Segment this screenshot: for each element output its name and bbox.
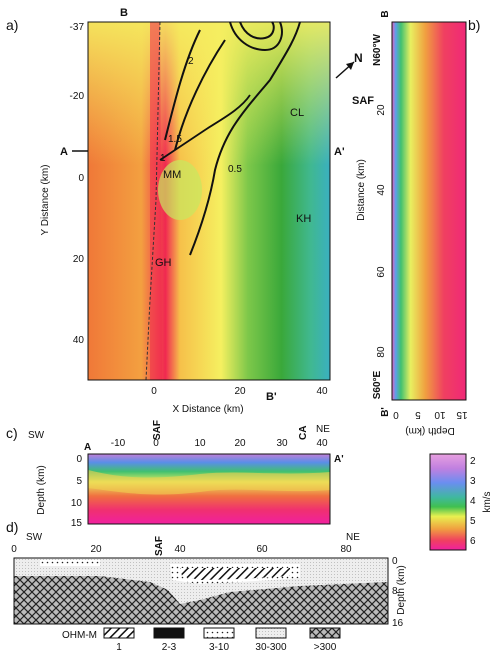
section-a-prime-marker: A': [334, 146, 345, 158]
legend-item: 1: [116, 642, 122, 653]
panel-b-xlabel: Depth (km): [405, 425, 454, 436]
panel-d-ne: NE: [346, 532, 360, 543]
legend-item: 2-3: [162, 642, 177, 653]
colorbar: [430, 454, 466, 550]
panel-b-x-tick: 15: [456, 409, 468, 420]
panel-d-x-tick: 40: [174, 544, 186, 555]
panel-b-section-b-prime: B': [380, 407, 391, 417]
legend-title: OHM-M: [62, 630, 97, 641]
panel-d-section: [13, 557, 389, 625]
legend-item: >300: [314, 642, 337, 653]
panel-b-y-tick: 20: [376, 104, 387, 116]
panel-c-x-tick: 30: [276, 438, 288, 449]
panel-a-y-ticks: -37 -20 0 20 40: [70, 22, 85, 346]
panel-c-y-tick: 15: [71, 518, 83, 529]
panel-c-ylabel: Depth (km): [36, 465, 47, 514]
panel-d-y-ticks: 0 8 16: [392, 556, 404, 629]
panel-c-x-ticks: -10 0 10 20 30 40: [111, 438, 328, 449]
contour-label-1: 1: [160, 153, 166, 164]
panel-d-saf: SAF: [154, 536, 165, 556]
panel-b-label: b): [468, 17, 480, 33]
panel-b-x-tick: 10: [434, 409, 446, 420]
panel-a-label: a): [6, 17, 18, 33]
panel-c-section-a-prime: A': [334, 454, 344, 465]
colorbar-ticks: 2 3 4 5 6: [470, 456, 476, 547]
panel-c-saf: SAF: [152, 420, 163, 440]
panel-d-y-tick: 16: [392, 618, 404, 629]
panel-c-y-tick: 10: [71, 498, 83, 509]
panel-b-saf: SAF: [352, 95, 374, 107]
panel-b-x-tick: 0: [393, 409, 399, 420]
panel-a-y-tick: 20: [73, 254, 85, 265]
legend-item: 3-10: [209, 642, 229, 653]
panel-d-y-tick: 0: [392, 556, 398, 567]
panel-c-y-ticks: 0 5 10 15: [71, 454, 83, 529]
panel-c-x-tick: 20: [234, 438, 246, 449]
panel-c-x-tick: 40: [316, 438, 328, 449]
panel-d-sw: SW: [26, 532, 43, 543]
panel-b-y-ticks: 20 40 60 80: [376, 104, 387, 358]
panel-c-label: c): [6, 425, 18, 441]
colorbar-tick: 3: [470, 476, 476, 487]
panel-b-section: [392, 22, 466, 400]
panel-a-x-tick: 0: [151, 386, 157, 397]
panel-d-x-ticks: 0 20 40 60 80: [11, 544, 352, 555]
region-label-kh: KH: [296, 213, 311, 225]
section-a-marker: A: [60, 146, 68, 158]
panel-b-y-tick: 80: [376, 346, 387, 358]
colorbar-unit: km/s: [482, 491, 493, 512]
contour-label-0-5: 0.5: [228, 164, 242, 175]
colorbar-tick: 6: [470, 536, 476, 547]
contour-label-1-5: 1.5: [168, 134, 182, 145]
panel-a-x-tick: 20: [234, 386, 246, 397]
panel-a-y-tick: -20: [70, 91, 85, 102]
panel-a-xlabel: X Distance (km): [172, 404, 243, 415]
resistivity-legend: 1 2-3 3-10 30-300 >300: [103, 627, 341, 653]
panel-a-x-ticks: 0 20 40: [151, 386, 328, 397]
north-arrow-icon: [335, 61, 355, 79]
panel-d-x-tick: 60: [256, 544, 268, 555]
panel-c-x-tick: -10: [111, 438, 126, 449]
region-label-cl: CL: [290, 107, 304, 119]
panel-c-section-a: A: [84, 442, 91, 453]
panel-d-y-tick: 8: [392, 586, 398, 597]
panel-d-x-tick: 20: [90, 544, 102, 555]
panel-b-section-b: B: [380, 10, 391, 17]
panel-c-ca: CA: [298, 426, 309, 440]
panel-a-y-tick: -37: [70, 22, 85, 33]
section-b-marker: B: [120, 7, 128, 19]
panel-d-label: d): [6, 519, 18, 535]
north-label: N: [354, 51, 363, 65]
panel-a-y-tick: 0: [78, 173, 84, 184]
legend-item: 30-300: [255, 642, 287, 653]
panel-b-y-tick: 60: [376, 266, 387, 278]
panel-b-y-tick: 40: [376, 184, 387, 196]
colorbar-tick: 2: [470, 456, 476, 467]
panel-d-x-tick: 0: [11, 544, 17, 555]
panel-c-sw: SW: [28, 430, 45, 441]
panel-a-x-tick: 40: [316, 386, 328, 397]
colorbar-tick: 5: [470, 516, 476, 527]
contour-label-2: 2: [188, 56, 194, 67]
panel-c-x-tick: 10: [194, 438, 206, 449]
section-b-prime-marker: B': [266, 391, 277, 403]
panel-b-top-label: N60°W: [372, 34, 383, 66]
panel-d-x-tick: 80: [340, 544, 352, 555]
panel-b-ylabel: Distance (km): [356, 159, 367, 221]
panel-a-map: [87, 21, 331, 381]
panel-a-ylabel: Y Distance (km): [40, 165, 51, 236]
colorbar-tick: 4: [470, 496, 476, 507]
panel-c-y-tick: 0: [76, 454, 82, 465]
panel-c-y-tick: 5: [76, 476, 82, 487]
panel-d-ylabel: Depth (km): [396, 565, 407, 614]
panel-b-x-tick: 5: [415, 409, 421, 420]
panel-c-x-tick: 0: [153, 438, 159, 449]
panel-c-ne: NE: [316, 424, 330, 435]
panel-b-x-ticks: 0 5 10 15: [393, 409, 468, 420]
panel-b-bottom-label: S60°E: [372, 370, 383, 399]
panel-a-y-tick: 40: [73, 335, 85, 346]
region-label-gh: GH: [155, 257, 172, 269]
region-label-mm: MM: [163, 169, 181, 181]
